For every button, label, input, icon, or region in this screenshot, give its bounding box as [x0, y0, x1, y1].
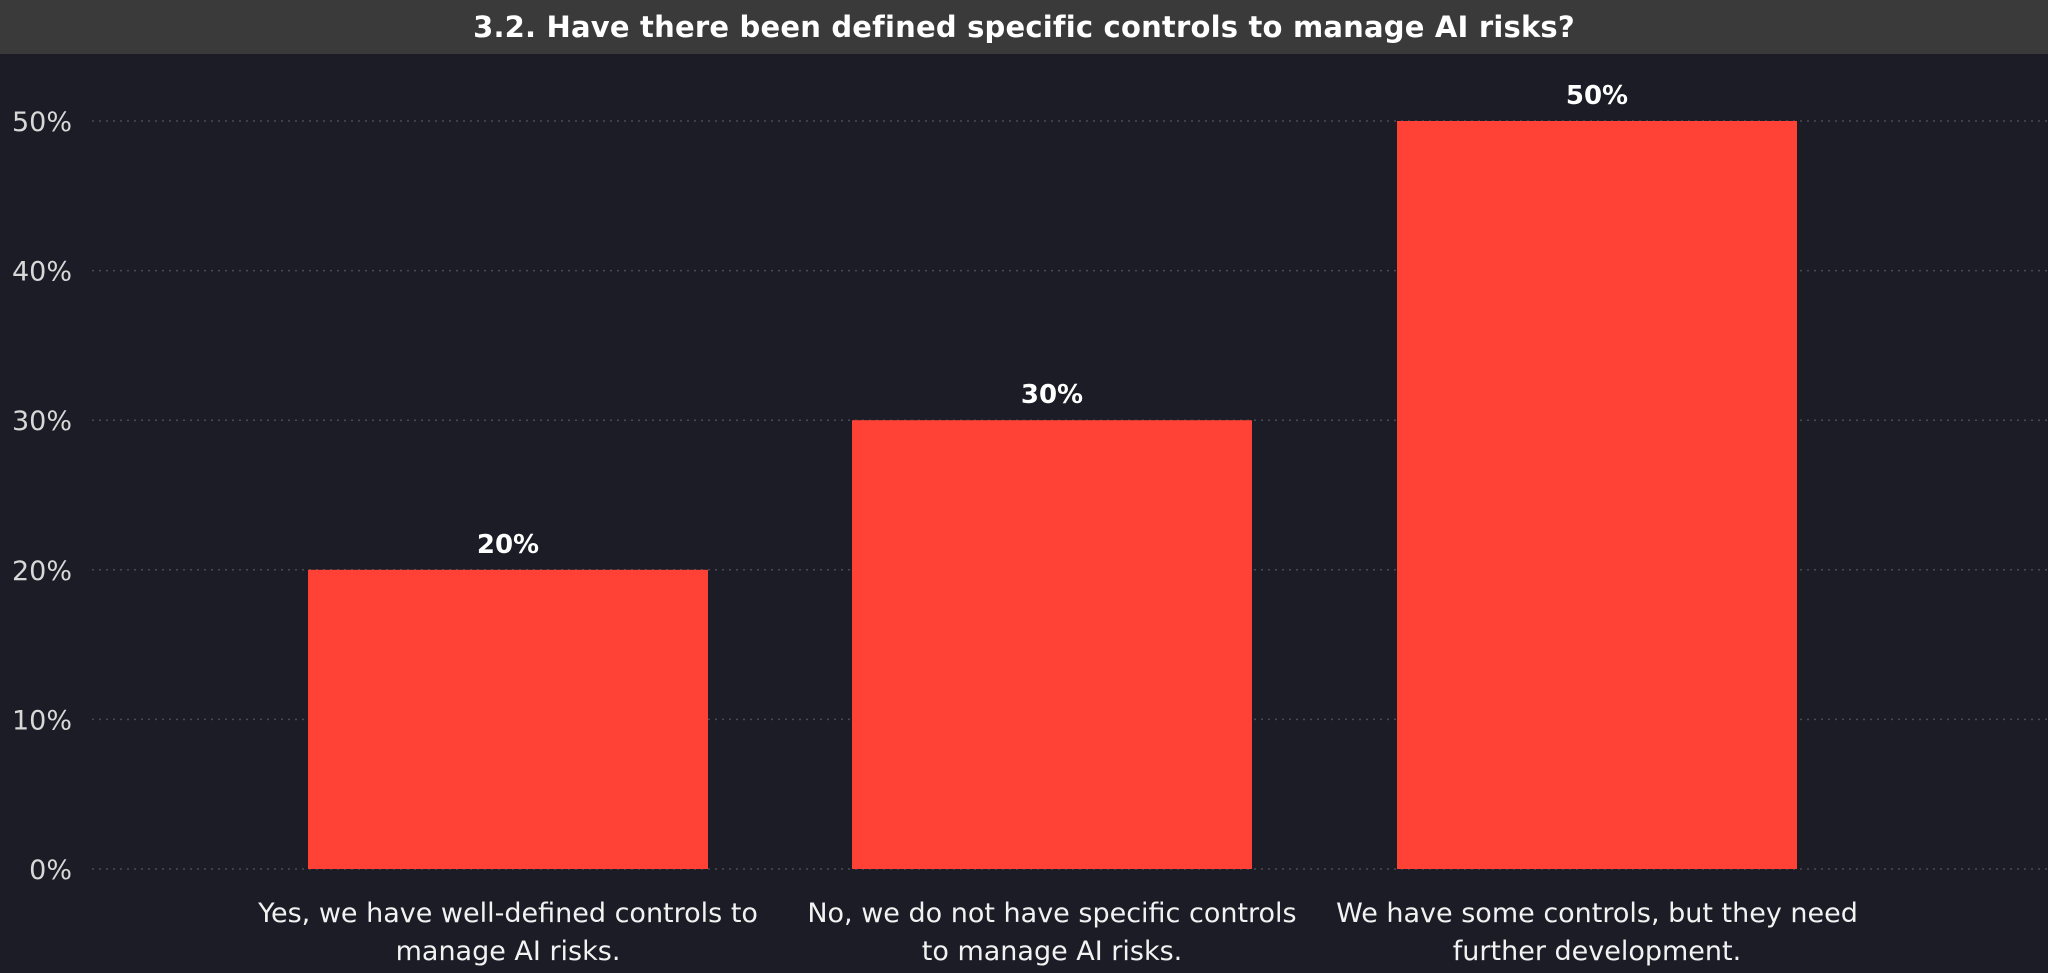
x-category-label: We have some controls, but they need — [1336, 898, 1858, 929]
x-category-label: Yes, we have well-defined controls to — [257, 898, 758, 929]
bar-data-label: 30% — [1021, 380, 1083, 410]
x-category-label: to manage AI risks. — [922, 936, 1183, 967]
bar-data-label: 50% — [1566, 81, 1628, 111]
y-tick-label: 20% — [12, 556, 72, 587]
bar — [308, 569, 708, 869]
y-tick-label: 50% — [12, 107, 72, 138]
x-category-label: manage AI risks. — [396, 936, 621, 967]
x-category-label: No, we do not have specific controls — [807, 898, 1296, 929]
y-tick-label: 10% — [12, 705, 72, 736]
bar — [1397, 121, 1797, 869]
chart-title-bar: 3.2. Have there been defined specific co… — [0, 0, 2048, 54]
y-tick-label: 40% — [12, 257, 72, 288]
bar-data-label: 20% — [477, 530, 539, 560]
y-tick-label: 30% — [12, 406, 72, 437]
x-category-label: further development. — [1453, 936, 1741, 967]
chart-title: 3.2. Have there been defined specific co… — [473, 10, 1575, 44]
y-tick-label: 0% — [29, 855, 72, 886]
bar — [852, 420, 1252, 869]
